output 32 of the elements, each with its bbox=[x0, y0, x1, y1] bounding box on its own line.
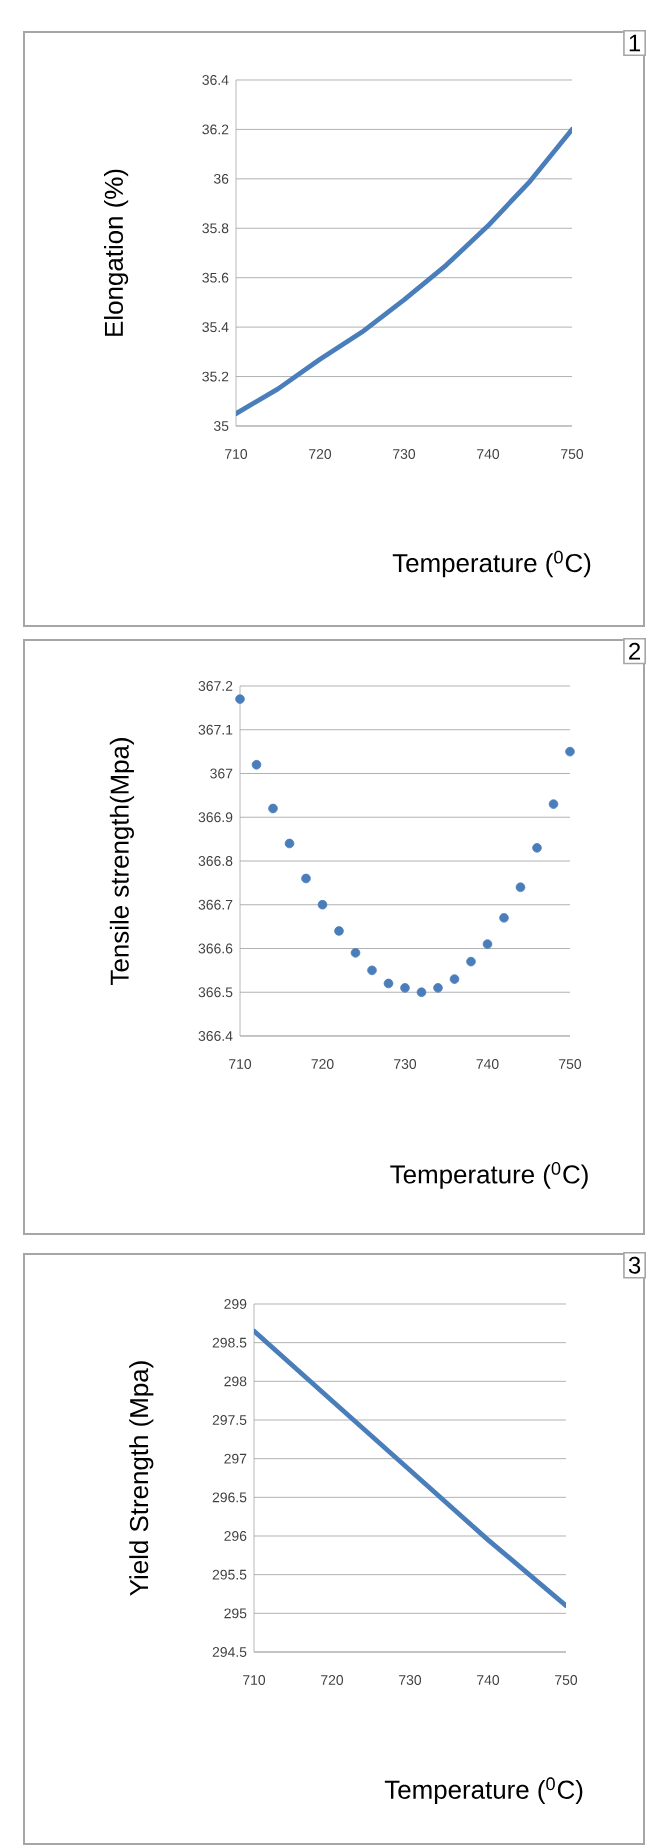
y-axis-title: Yield Strength (Mpa) bbox=[129, 1361, 154, 1596]
point bbox=[383, 978, 394, 989]
point bbox=[499, 913, 509, 923]
point bbox=[532, 843, 542, 853]
x-axis-title: Temperature ($^{0}$C) bbox=[384, 1777, 583, 1805]
point bbox=[235, 694, 245, 704]
text: 3 bbox=[628, 1256, 641, 1274]
point bbox=[284, 838, 295, 849]
point bbox=[251, 759, 262, 770]
y-axis-title: Tensile strength(Mpa) bbox=[109, 738, 134, 985]
point bbox=[565, 746, 575, 757]
point bbox=[482, 939, 493, 949]
point bbox=[334, 926, 344, 936]
point bbox=[350, 948, 361, 958]
text: 2 bbox=[629, 642, 641, 660]
text: 1 bbox=[629, 34, 641, 52]
point bbox=[317, 899, 328, 910]
point bbox=[433, 983, 443, 993]
line-series bbox=[254, 1328, 566, 1608]
point bbox=[268, 803, 278, 814]
point bbox=[449, 974, 460, 984]
point bbox=[466, 956, 476, 967]
x-axis-title: Temperature ($^{0}$C) bbox=[390, 1162, 588, 1189]
x-axis-title: Temperature ($^{0}$C) bbox=[392, 550, 591, 578]
point bbox=[515, 882, 526, 893]
point bbox=[400, 983, 410, 993]
point bbox=[416, 987, 427, 998]
y-axis-title: Elongation (%) bbox=[104, 169, 129, 336]
line-series bbox=[236, 127, 572, 417]
point bbox=[301, 873, 311, 884]
point bbox=[548, 799, 559, 809]
point bbox=[367, 965, 377, 976]
